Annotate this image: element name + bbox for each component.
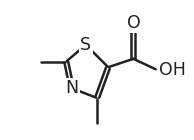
- Text: S: S: [80, 36, 91, 54]
- Text: OH: OH: [159, 61, 185, 79]
- Text: O: O: [126, 14, 140, 32]
- Text: N: N: [65, 79, 78, 97]
